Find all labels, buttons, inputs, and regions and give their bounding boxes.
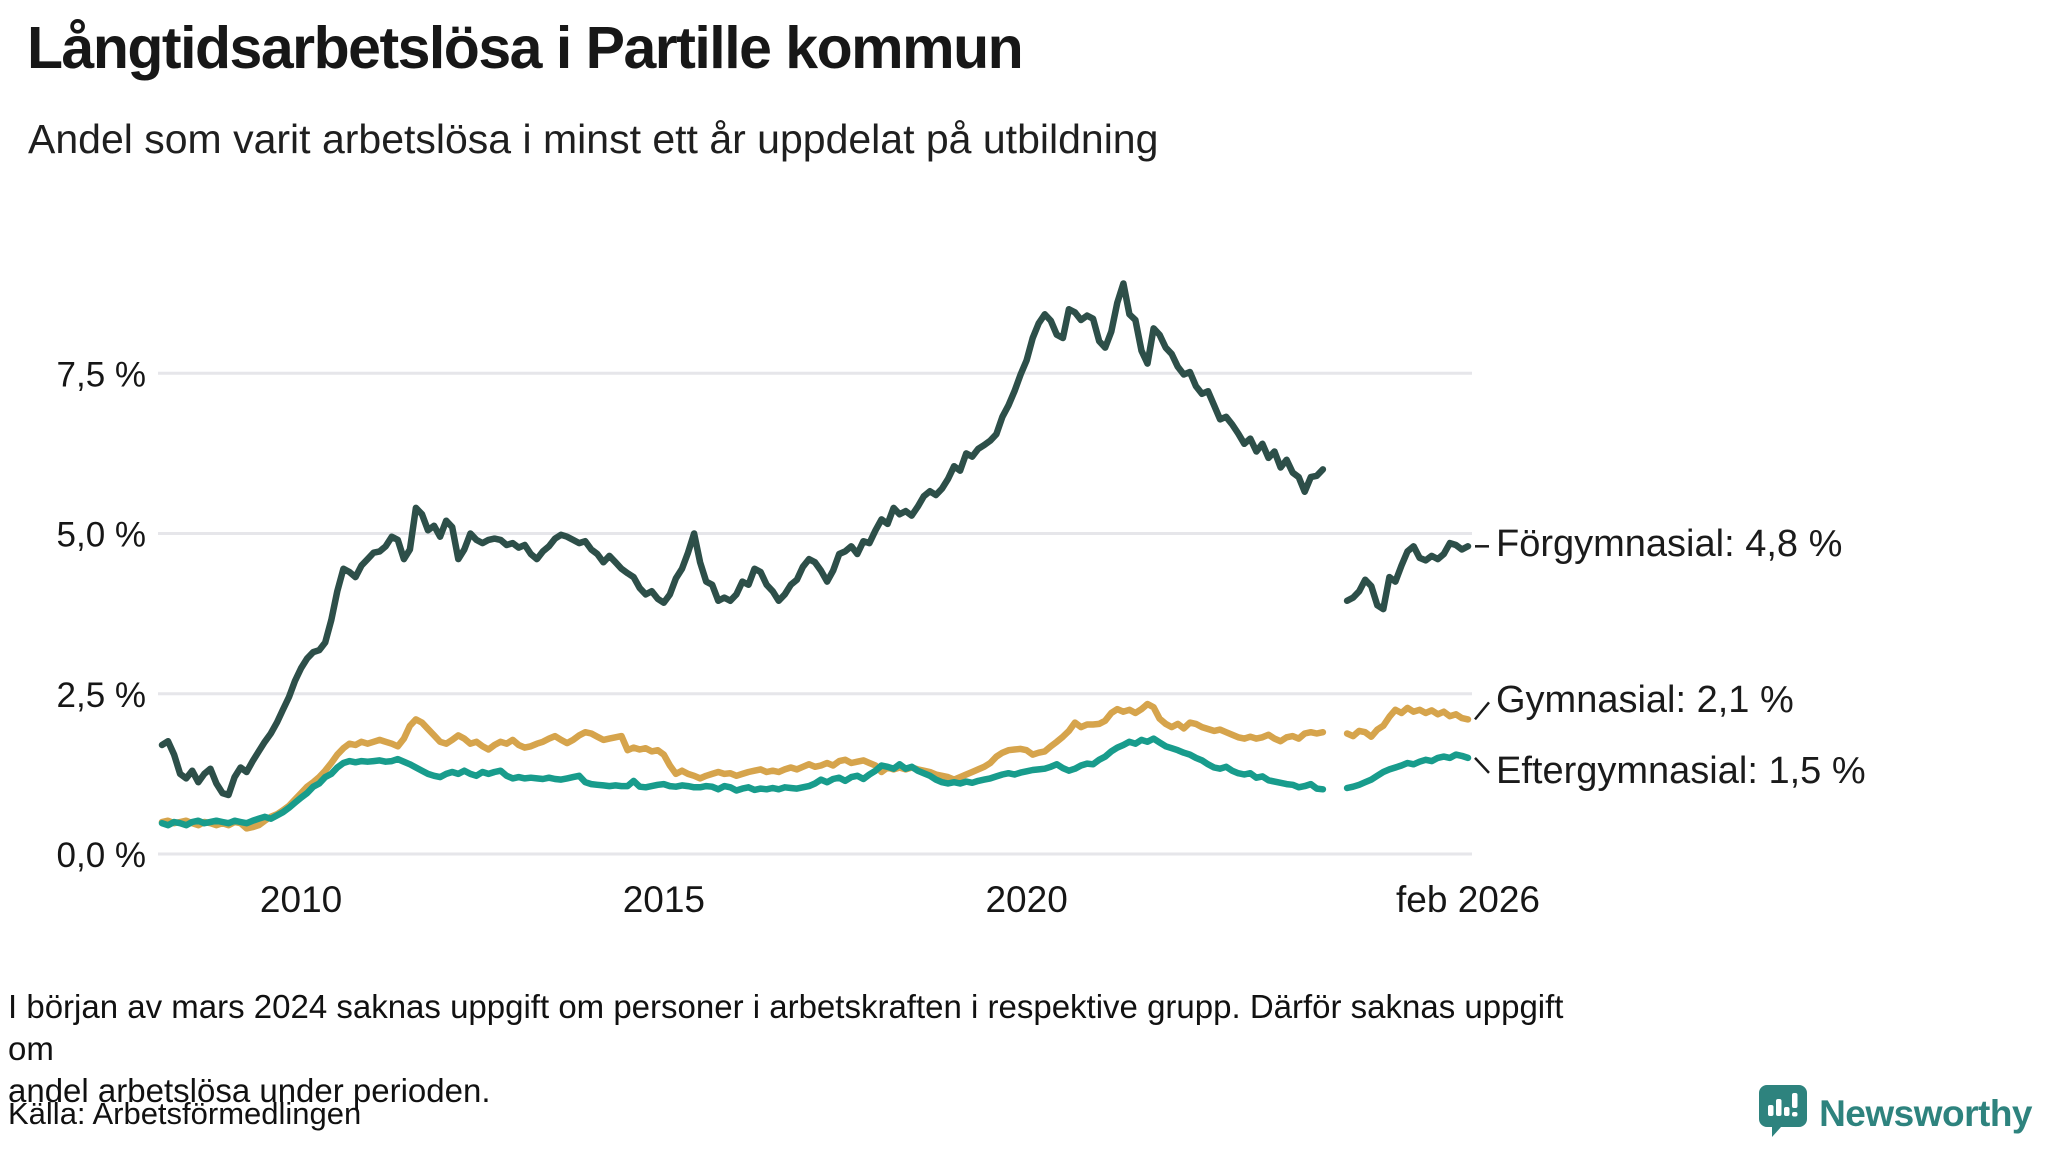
series-end-label-gymnasial: Gymnasial: 2,1 % bbox=[1496, 679, 1794, 722]
svg-text:feb 2026: feb 2026 bbox=[1396, 879, 1540, 920]
footnote-line-1: I början av mars 2024 saknas uppgift om … bbox=[8, 988, 1564, 1068]
svg-text:2020: 2020 bbox=[985, 879, 1067, 920]
series-end-label-eftergymnasial: Eftergymnasial: 1,5 % bbox=[1496, 749, 1866, 792]
source-label: Källa: Arbetsförmedlingen bbox=[8, 1096, 362, 1131]
svg-text:2,5 %: 2,5 % bbox=[57, 676, 147, 715]
footnote: I början av mars 2024 saknas uppgift om … bbox=[8, 986, 1568, 1113]
page-title: Långtidsarbetslösa i Partille kommun bbox=[27, 15, 1024, 81]
svg-text:2015: 2015 bbox=[623, 879, 705, 920]
svg-text:5,0 %: 5,0 % bbox=[57, 516, 147, 555]
newsworthy-logo-icon bbox=[1757, 1083, 1809, 1144]
footnote-line-2: andel arbetslösa under perioden. bbox=[8, 1072, 491, 1110]
newsworthy-brand-name: Newsworthy bbox=[1819, 1092, 2032, 1134]
chart-subtitle: Andel som varit arbetslösa i minst ett å… bbox=[28, 116, 1159, 162]
svg-text:7,5 %: 7,5 % bbox=[57, 355, 147, 394]
svg-text:0,0 %: 0,0 % bbox=[57, 836, 147, 875]
newsworthy-brand[interactable]: Newsworthy bbox=[1757, 1083, 2032, 1144]
series-end-label-forgymnasial: Förgymnasial: 4,8 % bbox=[1496, 523, 1843, 566]
svg-text:2010: 2010 bbox=[260, 879, 342, 920]
